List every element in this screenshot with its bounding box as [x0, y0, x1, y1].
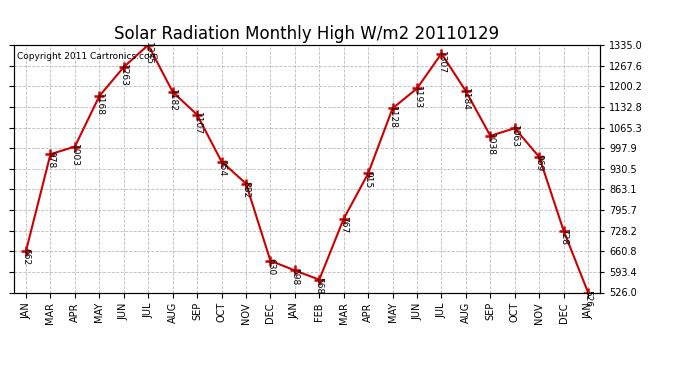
Text: 662: 662 — [21, 248, 30, 265]
Text: 1263: 1263 — [119, 64, 128, 87]
Text: 1335: 1335 — [144, 42, 152, 65]
Text: 1184: 1184 — [462, 88, 471, 111]
Text: 969: 969 — [535, 154, 544, 171]
Text: 1107: 1107 — [193, 112, 201, 135]
Text: Copyright 2011 Cartronics.com: Copyright 2011 Cartronics.com — [17, 53, 158, 62]
Text: 526: 526 — [584, 290, 593, 307]
Text: 1193: 1193 — [413, 86, 422, 109]
Text: 1038: 1038 — [486, 133, 495, 156]
Text: 915: 915 — [364, 171, 373, 188]
Text: 568: 568 — [315, 277, 324, 294]
Text: 728: 728 — [559, 228, 568, 245]
Text: 598: 598 — [290, 268, 299, 285]
Text: 882: 882 — [241, 181, 250, 198]
Text: 630: 630 — [266, 258, 275, 275]
Text: 978: 978 — [46, 152, 55, 169]
Title: Solar Radiation Monthly High W/m2 20110129: Solar Radiation Monthly High W/m2 201101… — [115, 26, 500, 44]
Text: 1182: 1182 — [168, 89, 177, 112]
Text: 1128: 1128 — [388, 105, 397, 128]
Text: 1003: 1003 — [70, 144, 79, 167]
Text: 1168: 1168 — [95, 93, 103, 116]
Text: 1063: 1063 — [511, 125, 520, 148]
Text: 1307: 1307 — [437, 51, 446, 74]
Text: 767: 767 — [339, 216, 348, 233]
Text: 954: 954 — [217, 159, 226, 176]
